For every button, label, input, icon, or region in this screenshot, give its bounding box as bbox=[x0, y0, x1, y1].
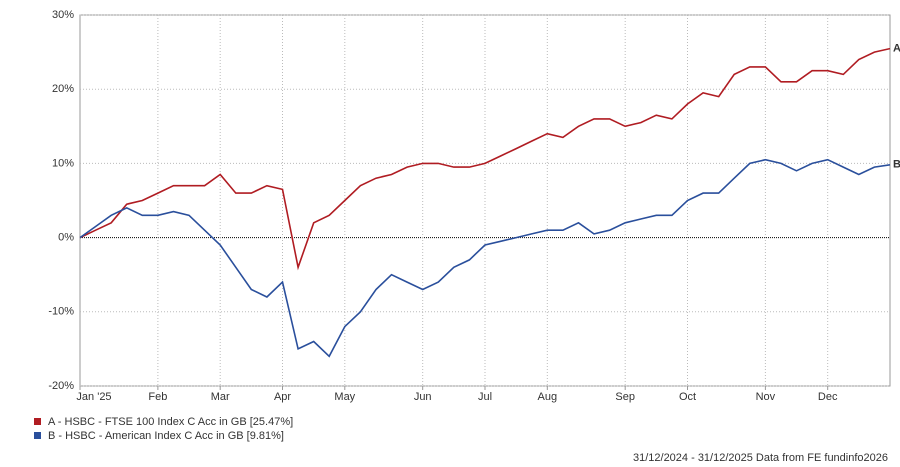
end-label: A bbox=[893, 43, 900, 55]
x-tick-label: Sep bbox=[615, 391, 635, 403]
x-tick-label: Mar bbox=[211, 391, 230, 403]
legend-label: B - HSBC - American Index C Acc in GB [9… bbox=[48, 430, 284, 442]
x-tick-label: Jul bbox=[478, 391, 492, 403]
legend-label: A - HSBC - FTSE 100 Index C Acc in GB [2… bbox=[48, 416, 293, 428]
x-tick-label: Jun bbox=[414, 391, 432, 403]
x-tick-label: Jan '25 bbox=[76, 391, 111, 403]
x-tick-label: Nov bbox=[756, 391, 776, 403]
x-tick-label: May bbox=[334, 391, 355, 403]
y-tick-label: 0% bbox=[58, 232, 74, 244]
y-tick-label: 20% bbox=[52, 83, 74, 95]
series-line bbox=[79, 158, 891, 358]
x-tick-label: Oct bbox=[679, 391, 696, 403]
x-tick-label: Apr bbox=[274, 391, 291, 403]
y-tick-label: 30% bbox=[52, 9, 74, 21]
end-label: B bbox=[893, 159, 900, 171]
y-tick-label: -20% bbox=[48, 380, 74, 392]
x-tick-label: Aug bbox=[538, 391, 558, 403]
legend-swatch bbox=[34, 432, 41, 439]
x-tick-label: Dec bbox=[818, 391, 838, 403]
footer: 31/12/2024 - 31/12/2025 Data from FE fun… bbox=[633, 452, 888, 464]
series-line bbox=[79, 47, 891, 271]
y-tick-label: 10% bbox=[52, 157, 74, 169]
x-tick-label: Feb bbox=[148, 391, 167, 403]
legend-swatch bbox=[34, 418, 41, 425]
y-tick-label: -10% bbox=[48, 306, 74, 318]
